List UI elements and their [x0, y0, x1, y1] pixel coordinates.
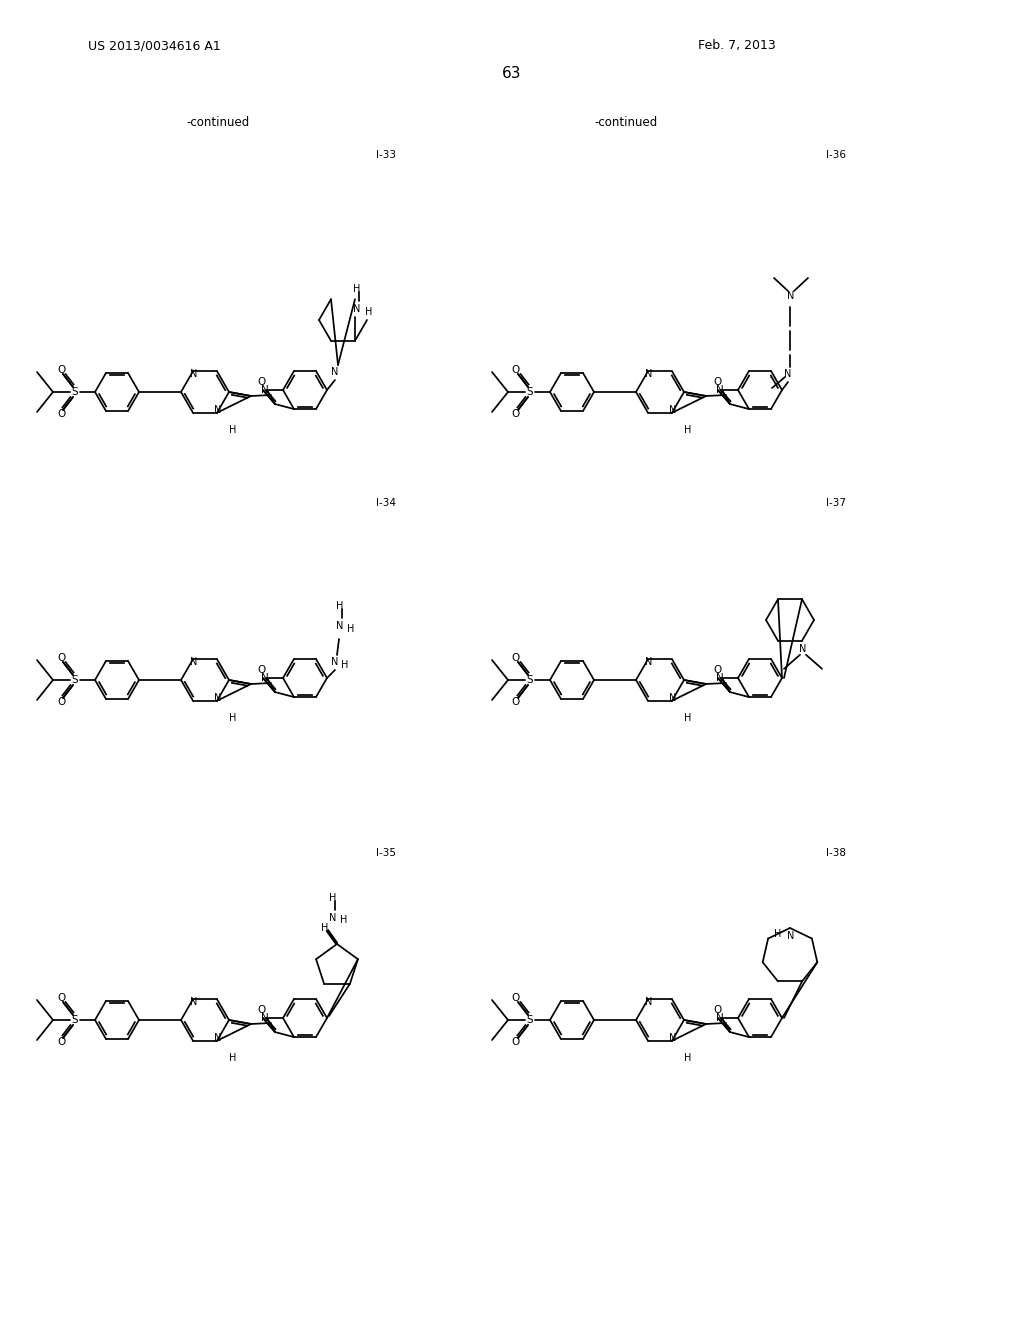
Text: I-38: I-38: [826, 847, 846, 858]
Text: O: O: [713, 378, 721, 387]
Text: N: N: [336, 620, 344, 631]
Text: H: H: [229, 713, 237, 723]
Text: N: N: [214, 405, 221, 414]
Text: O: O: [57, 409, 66, 418]
Text: O: O: [512, 366, 520, 375]
Text: H: H: [330, 894, 337, 903]
Text: O: O: [57, 1038, 66, 1047]
Text: H: H: [684, 425, 691, 436]
Text: O: O: [57, 993, 66, 1003]
Text: N: N: [332, 367, 339, 378]
Text: 63: 63: [502, 66, 522, 82]
Text: H: H: [322, 923, 329, 933]
Text: N: N: [190, 370, 198, 379]
Text: O: O: [57, 653, 66, 663]
Text: H: H: [229, 425, 237, 436]
Text: N: N: [214, 1032, 221, 1043]
Text: H: H: [229, 1053, 237, 1063]
Text: H: H: [340, 915, 348, 925]
Text: N: N: [261, 1012, 269, 1023]
Text: -continued: -continued: [594, 116, 657, 128]
Text: O: O: [258, 665, 266, 675]
Text: S: S: [526, 1015, 534, 1026]
Text: S: S: [72, 675, 78, 685]
Text: S: S: [526, 675, 534, 685]
Text: O: O: [57, 697, 66, 708]
Text: O: O: [713, 665, 721, 675]
Text: H: H: [353, 284, 360, 294]
Text: N: N: [261, 385, 269, 395]
Text: O: O: [258, 378, 266, 387]
Text: N: N: [716, 385, 724, 395]
Text: N: N: [800, 644, 807, 653]
Text: N: N: [261, 673, 269, 682]
Text: O: O: [258, 1005, 266, 1015]
Text: N: N: [190, 657, 198, 667]
Text: N: N: [645, 370, 652, 379]
Text: H: H: [341, 660, 349, 671]
Text: H: H: [347, 624, 354, 634]
Text: H: H: [684, 1053, 691, 1063]
Text: S: S: [526, 387, 534, 397]
Text: H: H: [366, 306, 373, 317]
Text: O: O: [512, 653, 520, 663]
Text: N: N: [645, 997, 652, 1007]
Text: N: N: [670, 1032, 677, 1043]
Text: N: N: [214, 693, 221, 702]
Text: I-37: I-37: [826, 498, 846, 508]
Text: O: O: [57, 366, 66, 375]
Text: H: H: [774, 929, 781, 939]
Text: N: N: [787, 290, 795, 301]
Text: N: N: [332, 657, 339, 667]
Text: N: N: [670, 405, 677, 414]
Text: N: N: [716, 1012, 724, 1023]
Text: N: N: [190, 997, 198, 1007]
Text: O: O: [512, 409, 520, 418]
Text: N: N: [784, 370, 792, 379]
Text: H: H: [336, 601, 344, 611]
Text: N: N: [353, 304, 360, 314]
Text: I-35: I-35: [376, 847, 396, 858]
Text: N: N: [330, 913, 337, 923]
Text: N: N: [645, 657, 652, 667]
Text: -continued: -continued: [186, 116, 250, 128]
Text: O: O: [512, 697, 520, 708]
Text: I-34: I-34: [376, 498, 396, 508]
Text: N: N: [787, 931, 795, 941]
Text: I-33: I-33: [376, 150, 396, 160]
Text: S: S: [72, 1015, 78, 1026]
Text: I-36: I-36: [826, 150, 846, 160]
Text: O: O: [512, 1038, 520, 1047]
Text: Feb. 7, 2013: Feb. 7, 2013: [698, 40, 776, 53]
Text: O: O: [713, 1005, 721, 1015]
Text: N: N: [670, 693, 677, 702]
Text: US 2013/0034616 A1: US 2013/0034616 A1: [88, 40, 221, 53]
Text: N: N: [716, 673, 724, 682]
Text: O: O: [512, 993, 520, 1003]
Text: S: S: [72, 387, 78, 397]
Text: H: H: [684, 713, 691, 723]
